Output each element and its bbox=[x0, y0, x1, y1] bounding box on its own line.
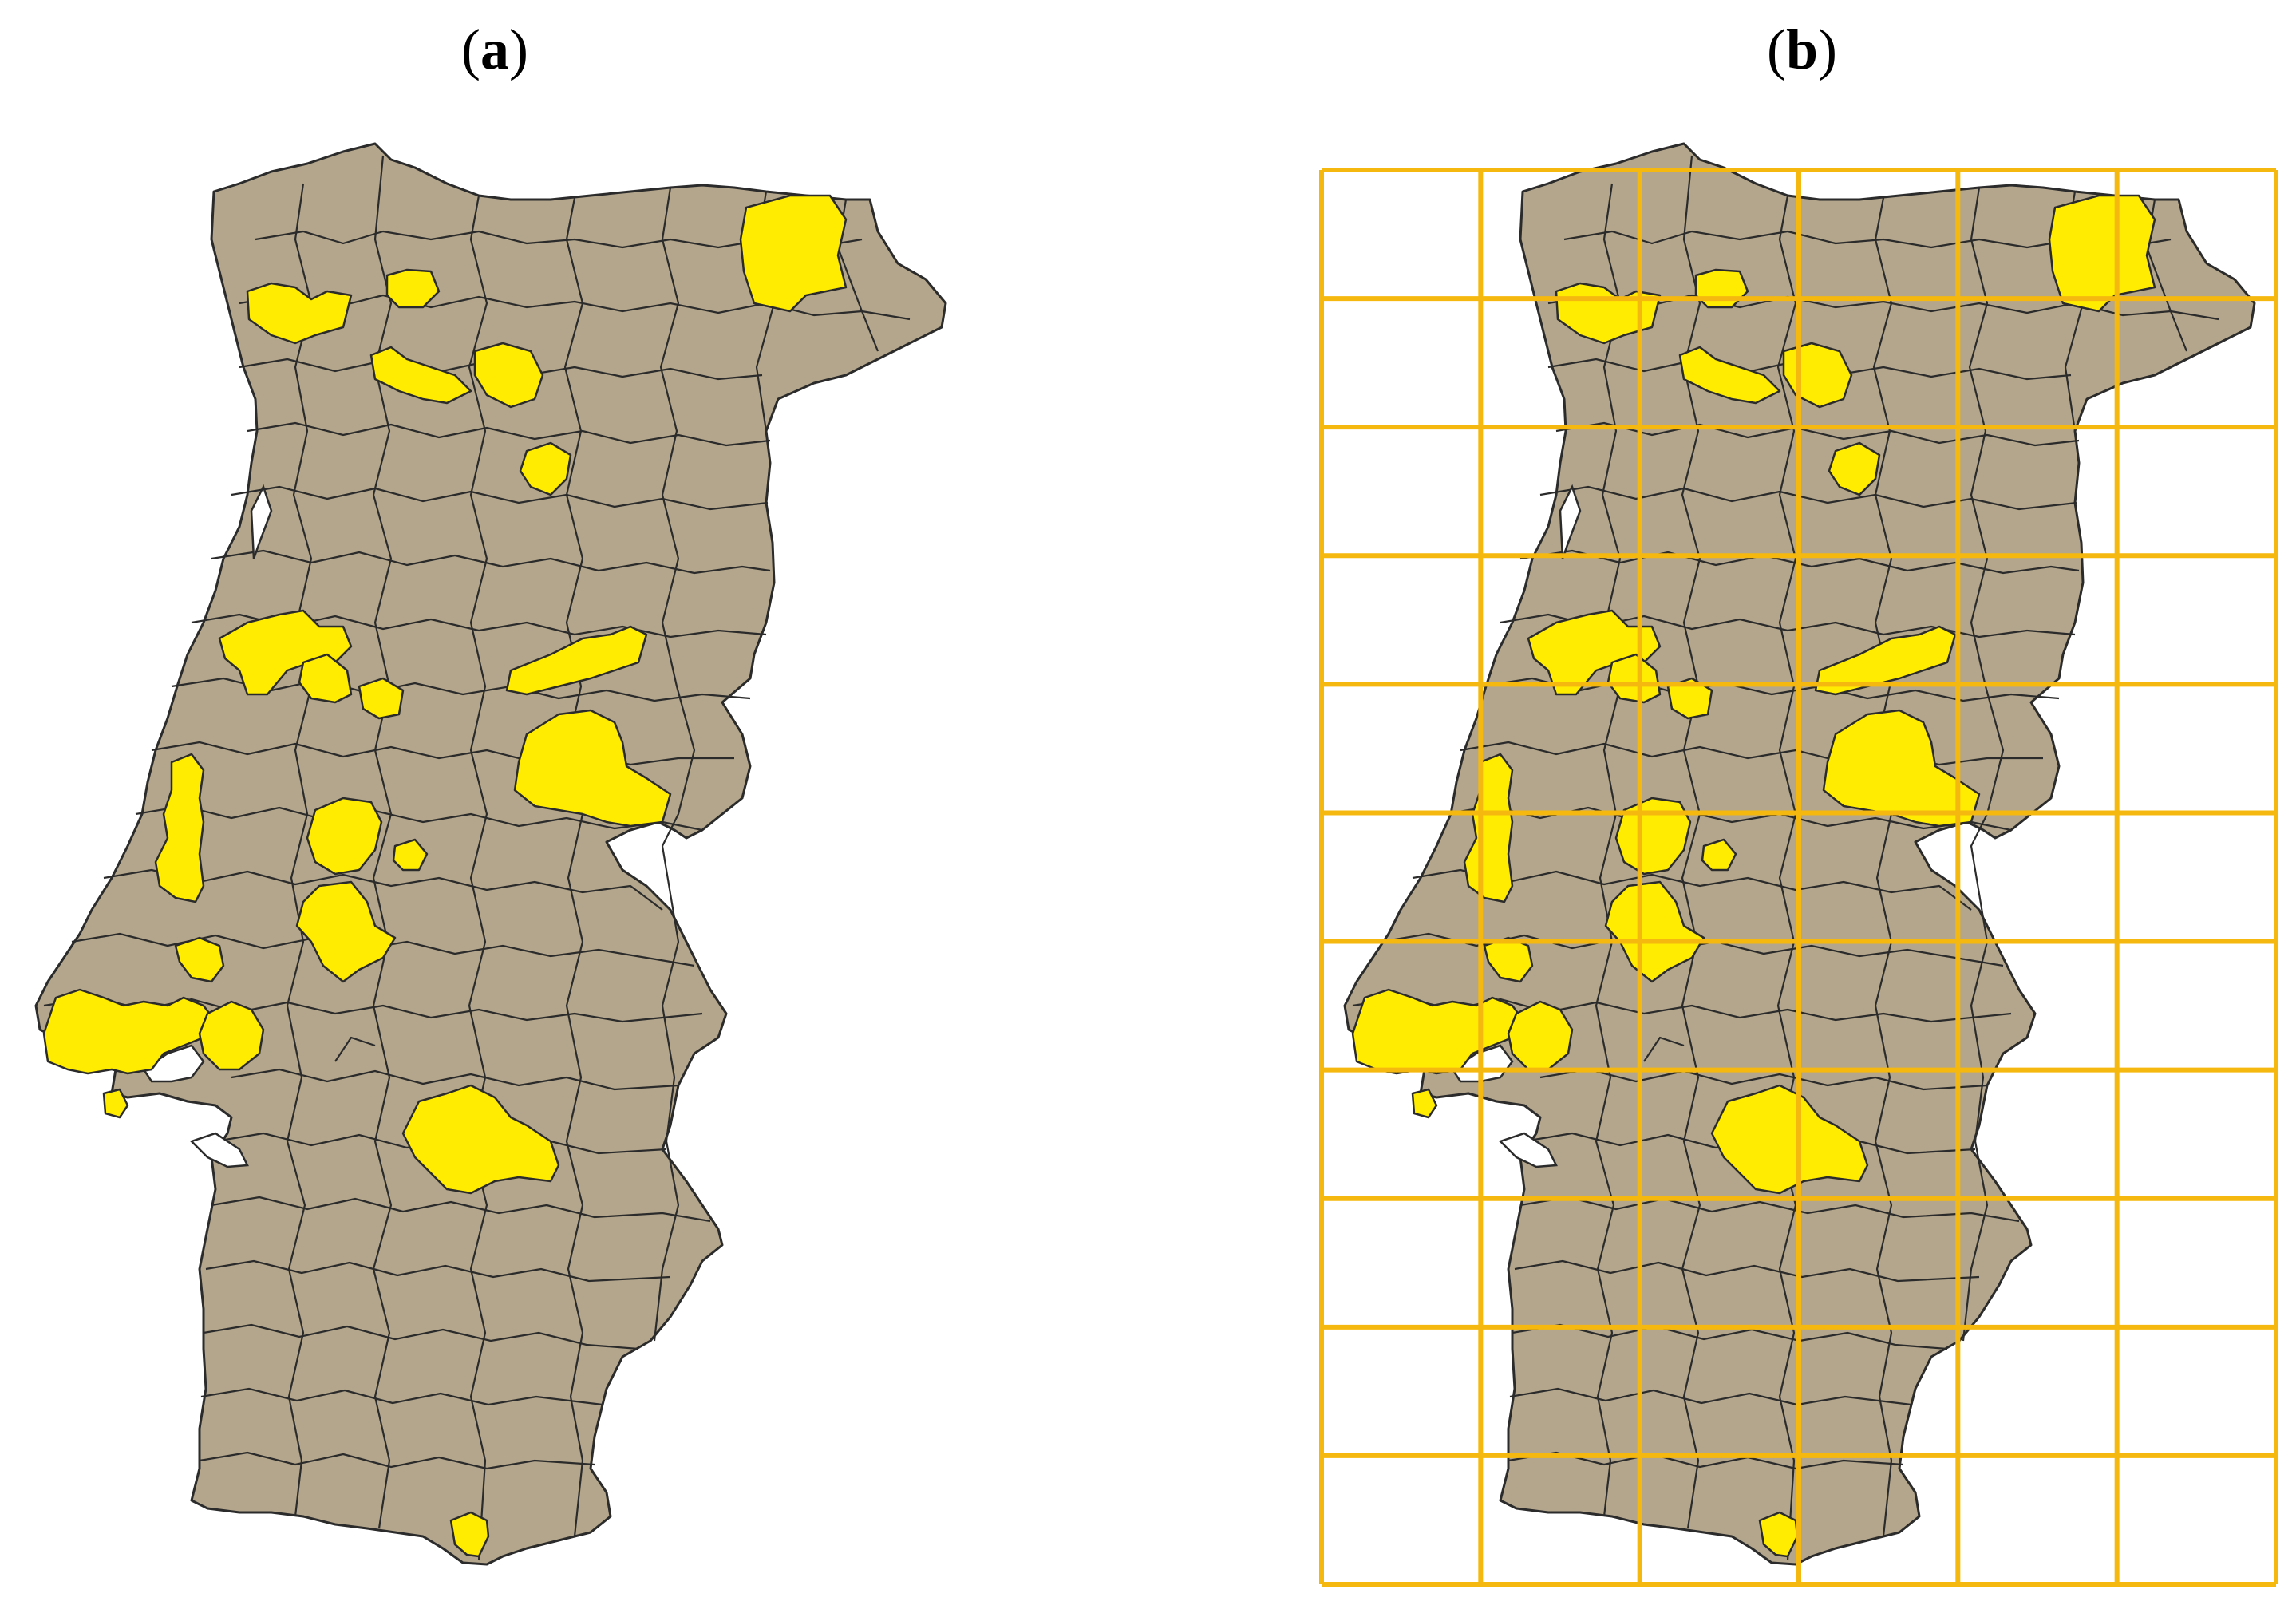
panel-b-label: (b) bbox=[1767, 18, 1838, 81]
panel-b-grid-overlay bbox=[1319, 168, 2278, 1587]
panel-a-label: (a) bbox=[461, 18, 528, 81]
panel-a-map bbox=[34, 142, 947, 1566]
